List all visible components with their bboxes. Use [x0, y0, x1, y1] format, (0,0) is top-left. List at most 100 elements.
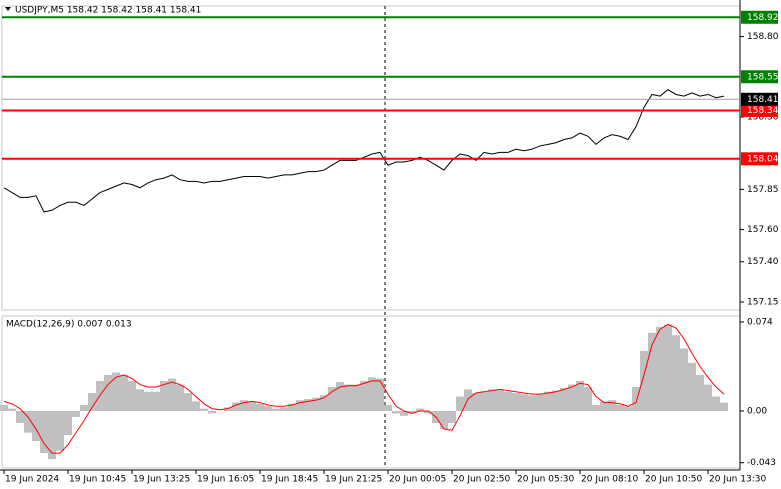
level-label-box: [741, 152, 778, 166]
macd-bar: [248, 401, 256, 411]
macd-bar: [608, 400, 616, 411]
macd-bar: [672, 335, 680, 411]
price-line: [3, 89, 725, 213]
macd-bar: [304, 398, 312, 411]
macd-bar: [296, 400, 304, 411]
macd-bar: [8, 408, 16, 411]
macd-bar: [600, 401, 608, 411]
macd-bar: [680, 348, 688, 411]
macd-bar: [192, 401, 200, 411]
macd-bar: [360, 380, 368, 411]
macd-bar: [368, 377, 376, 411]
macd-bar: [704, 384, 712, 411]
macd-bar: [544, 391, 552, 411]
macd-bar: [224, 407, 232, 411]
level-label-box: [741, 10, 778, 24]
macd-bar: [584, 386, 592, 411]
macd-bar: [80, 404, 88, 411]
bid-label-box: [741, 92, 778, 106]
macd-bar: [528, 395, 536, 411]
signal-line: [3, 323, 725, 454]
x-tick-label: 20 Jun 02:50: [453, 475, 510, 485]
macd-bar: [376, 378, 384, 411]
level-label: 158.34: [747, 106, 779, 116]
x-tick-label: 19 Jun 18:45: [261, 475, 318, 485]
macd-bar: [400, 411, 408, 416]
x-tick-label: 20 Jun 10:50: [645, 475, 702, 485]
y-tick-label: -0.043: [747, 458, 776, 468]
macd-bar: [184, 392, 192, 411]
macd-bar: [656, 326, 664, 411]
y-tick-label: 157.15: [747, 297, 779, 307]
macd-bar: [112, 372, 120, 411]
x-tick-label: 19 Jun 13:25: [133, 475, 190, 485]
macd-bar: [496, 389, 504, 411]
x-tick-label: 20 Jun 13:30: [709, 475, 766, 485]
macd-bar: [568, 384, 576, 411]
macd-bar: [416, 408, 424, 411]
macd-bar: [256, 403, 264, 411]
level-label: 158.92: [747, 13, 779, 23]
macd-bar: [128, 380, 136, 411]
macd-bar: [448, 411, 456, 424]
macd-bar: [344, 384, 352, 411]
macd-bar: [200, 408, 208, 411]
macd-bar: [160, 380, 168, 411]
level-label-box: [741, 70, 778, 84]
macd-bar: [104, 374, 112, 411]
y-tick-label: 0.074: [747, 318, 773, 328]
macd-bar: [488, 389, 496, 411]
y-tick-label: 157.60: [747, 225, 779, 235]
macd-bar: [288, 403, 296, 411]
x-tick-label: 20 Jun 08:10: [581, 475, 638, 485]
x-tick-label: 19 Jun 21:25: [325, 475, 382, 485]
macd-bar: [272, 408, 280, 411]
macd-bar: [168, 378, 176, 411]
macd-bar: [464, 389, 472, 411]
macd-bar: [624, 406, 632, 411]
macd-bar: [64, 411, 72, 436]
level-label: 158.04: [747, 154, 779, 164]
macd-bar: [352, 384, 360, 411]
macd-bar: [328, 386, 336, 411]
macd-bar: [0, 404, 8, 411]
macd-bar: [720, 402, 728, 411]
macd-bar: [392, 411, 400, 414]
macd-bar: [384, 404, 392, 411]
macd-bar: [664, 324, 672, 411]
chart-title: USDJPY,M5 158.42 158.42 158.41 158.41: [15, 6, 201, 16]
macd-bar: [520, 394, 528, 411]
macd-bar: [48, 411, 56, 460]
macd-bar: [592, 404, 600, 411]
macd-bar: [440, 411, 448, 430]
macd-bar: [336, 382, 344, 411]
macd-bar: [576, 380, 584, 411]
x-tick-label: 20 Jun 00:05: [389, 475, 446, 485]
macd-bar: [56, 411, 64, 451]
macd-bar: [408, 411, 416, 414]
y-tick-label: 0.00: [747, 407, 767, 417]
macd-bar: [616, 404, 624, 411]
macd-bar: [176, 384, 184, 411]
y-tick-label: 157.40: [747, 257, 779, 267]
macd-bar: [280, 407, 288, 411]
macd-bar: [512, 392, 520, 411]
macd-bar: [152, 391, 160, 411]
level-label: 158.55: [747, 72, 779, 82]
macd-bar: [72, 411, 80, 418]
x-tick-label: 19 Jun 10:45: [69, 475, 126, 485]
x-tick-label: 19 Jun 2024: [5, 475, 59, 485]
macd-bar: [16, 411, 24, 424]
macd-bar: [688, 362, 696, 411]
macd-bar: [552, 390, 560, 411]
macd-bar: [208, 411, 216, 414]
macd-bar: [240, 400, 248, 411]
macd-bar: [472, 392, 480, 411]
x-tick-label: 19 Jun 16:05: [197, 475, 254, 485]
macd-bar: [136, 389, 144, 411]
x-tick-label: 20 Jun 05:30: [517, 475, 574, 485]
macd-bar: [40, 411, 48, 454]
macd-bar: [712, 396, 720, 411]
